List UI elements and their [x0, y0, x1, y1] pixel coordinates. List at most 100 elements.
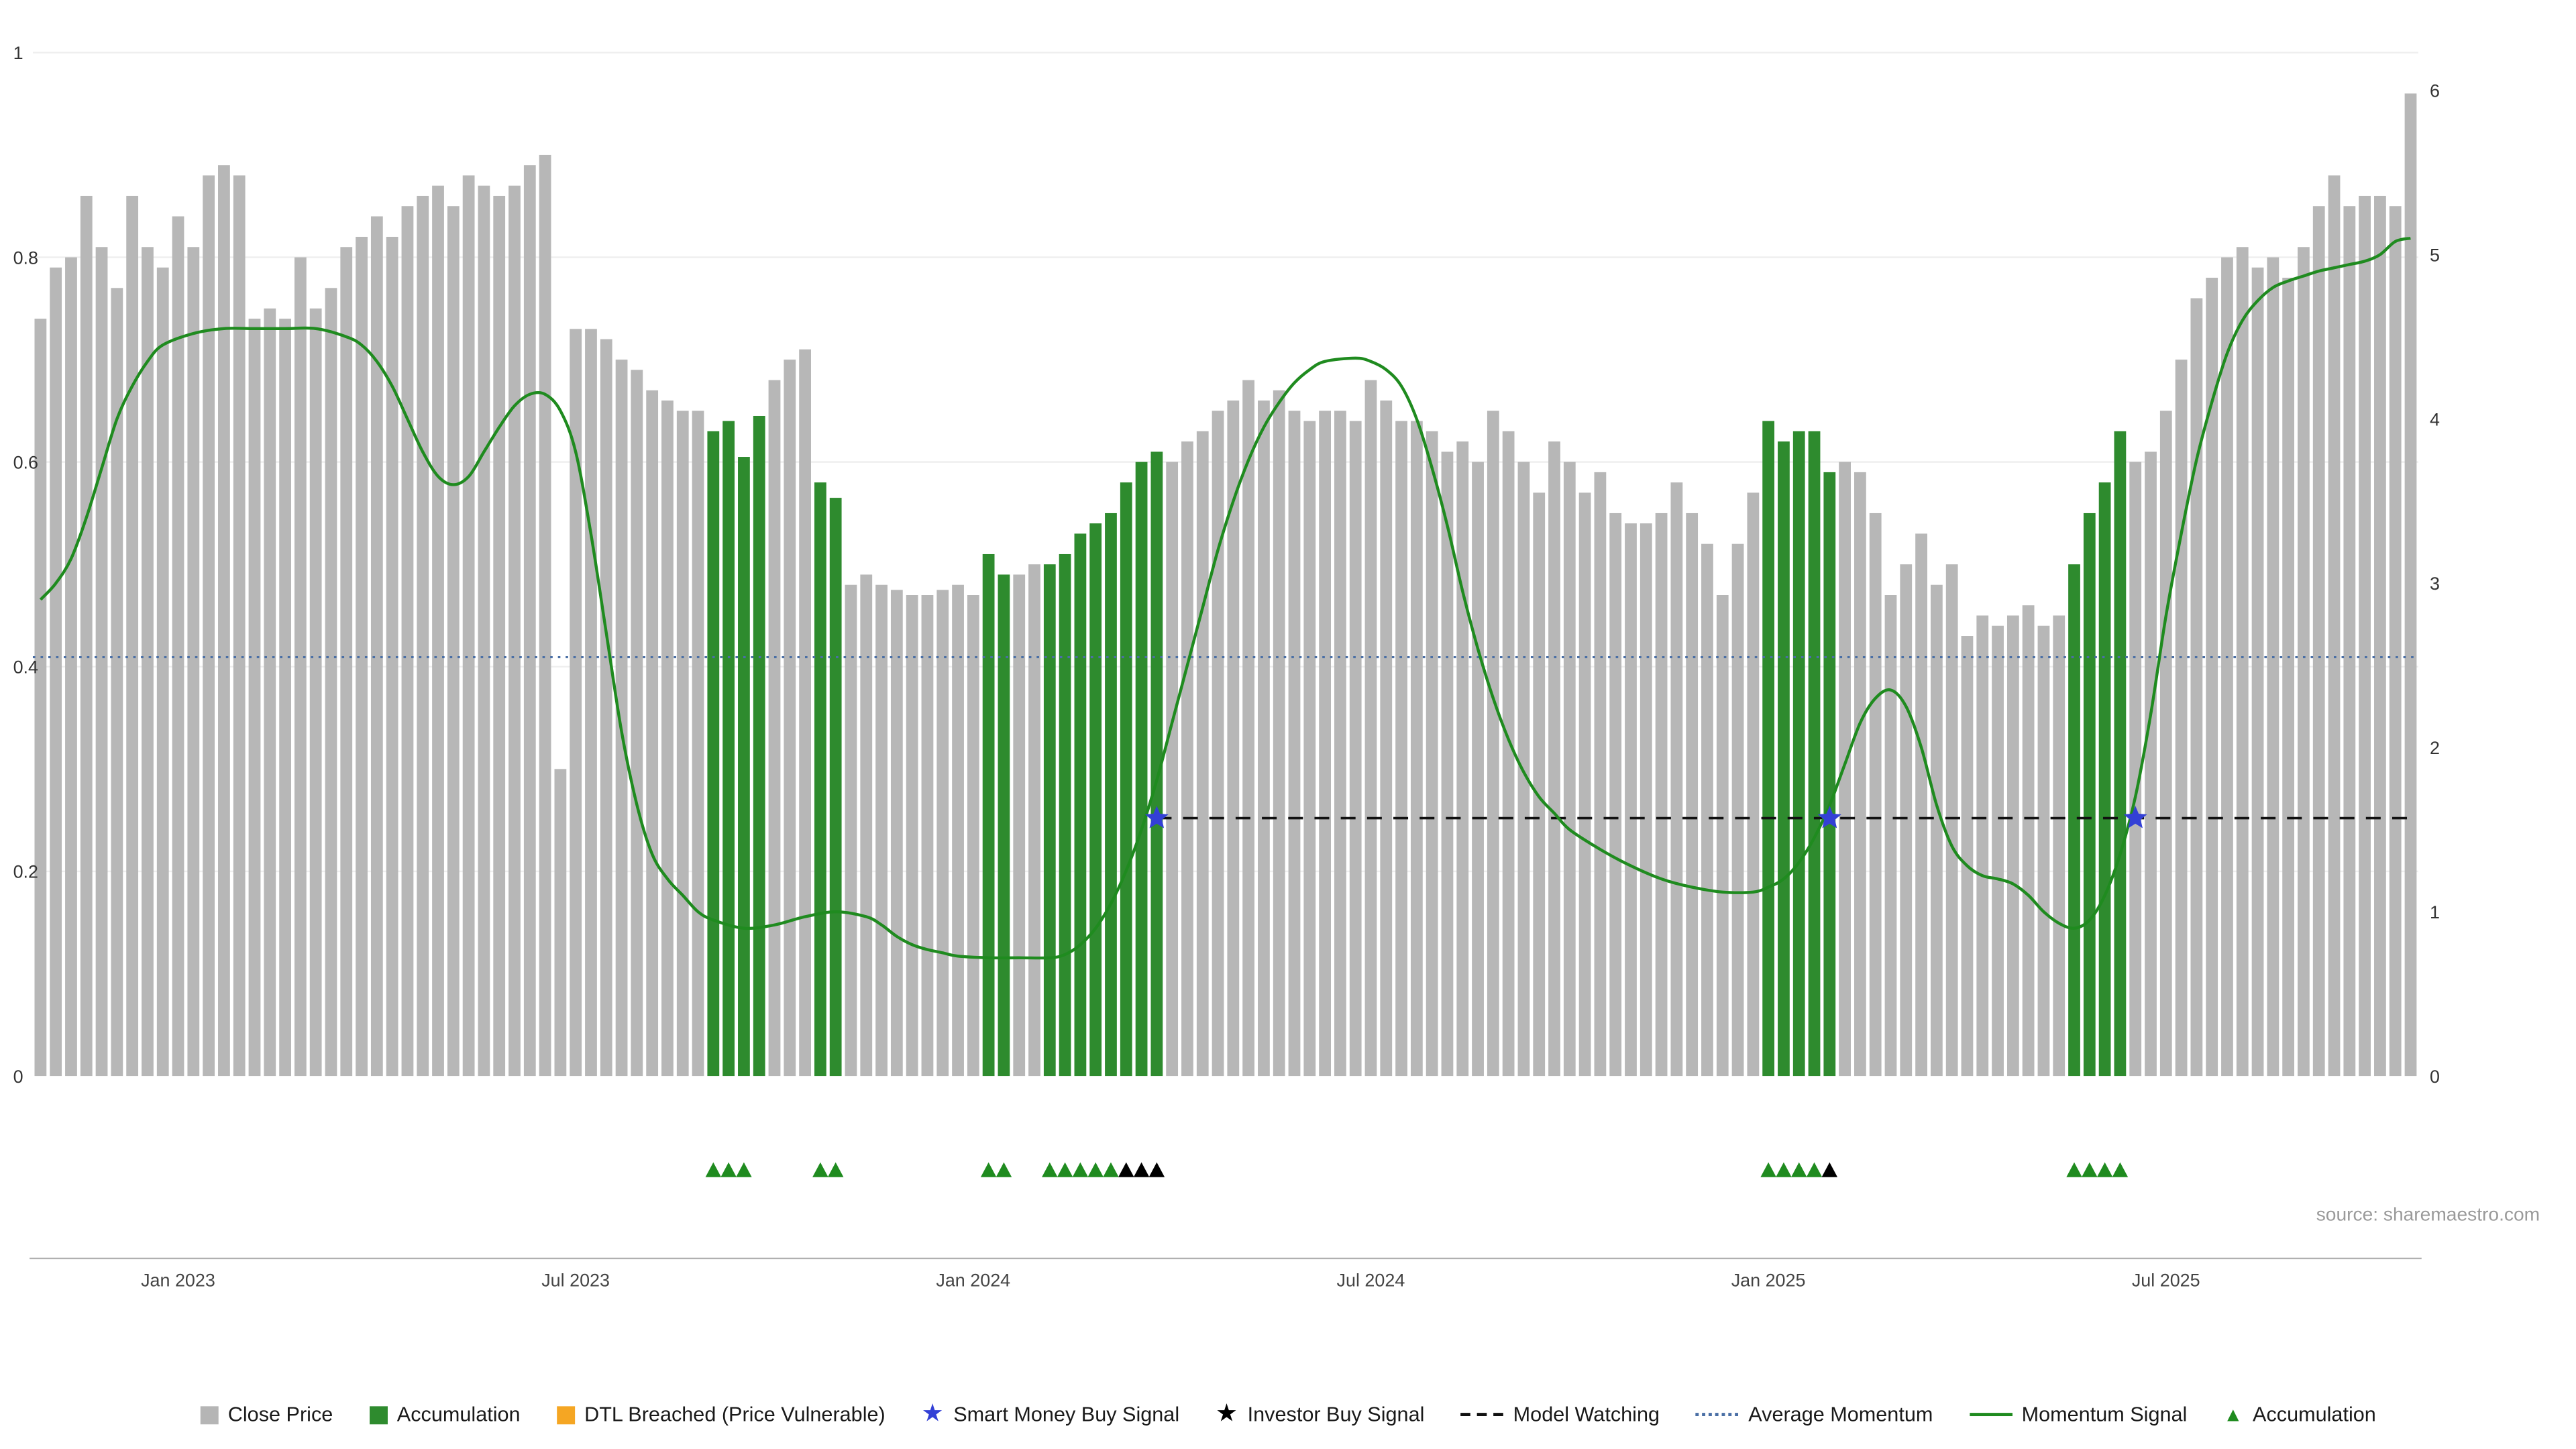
- close-price-bar: [401, 206, 414, 1077]
- accumulation-bar: [982, 553, 995, 1077]
- accumulation-bar: [1043, 564, 1056, 1077]
- close-price-bar: [1900, 564, 1913, 1077]
- close-price-bar: [309, 308, 322, 1077]
- close-price-bar: [539, 154, 551, 1077]
- close-price-bar: [1502, 431, 1515, 1077]
- close-price-bar: [1364, 380, 1377, 1077]
- right-axis-labels: 0 1 2 3 4 5 6: [2430, 80, 2440, 1086]
- accumulation-bar: [753, 415, 765, 1077]
- close-price-bar: [264, 308, 276, 1077]
- accumulation-triangle-marker: [1103, 1162, 1119, 1177]
- investor-buy-signal-marker: [1148, 1162, 1165, 1177]
- right-axis-tick-label: 5: [2430, 245, 2440, 265]
- accumulation-triangle-marker: [1072, 1162, 1089, 1177]
- close-price-bar: [2006, 615, 2019, 1077]
- x-axis-tick-label: Jul 2024: [1337, 1271, 1405, 1291]
- smart-money-buy-signal-star: [1817, 806, 1841, 828]
- close-price-bar: [1166, 462, 1179, 1077]
- close-price-bar: [1992, 625, 2004, 1077]
- close-price-bar: [2236, 247, 2249, 1077]
- close-price-bar: [1884, 594, 1897, 1077]
- legend-item-momentum-signal[interactable]: Momentum Signal: [1969, 1403, 2187, 1426]
- close-price-bar: [1426, 431, 1438, 1077]
- close-price-bar: [2267, 257, 2279, 1077]
- legend-label: Close Price: [227, 1403, 333, 1426]
- dash-swatch-icon: [1460, 1413, 1503, 1417]
- legend-item-accumulation[interactable]: Accumulation: [369, 1403, 521, 1426]
- close-price-bar: [906, 594, 918, 1077]
- close-price-bar: [845, 584, 857, 1077]
- accumulation-bar: [829, 498, 842, 1077]
- accumulation-bar: [1150, 451, 1163, 1077]
- close-price-bar: [661, 400, 674, 1077]
- close-price-bar: [2343, 206, 2356, 1077]
- chart-legend: Close Price Accumulation DTL Breached (Pri…: [0, 1401, 2576, 1426]
- close-price-bar: [936, 590, 949, 1077]
- close-price-bar: [890, 590, 903, 1077]
- close-price-bar: [523, 165, 536, 1077]
- close-price-bar: [554, 769, 567, 1077]
- close-price-bar: [1227, 400, 1240, 1077]
- close-price-bar: [2251, 267, 2264, 1077]
- close-price-bar: [2389, 206, 2402, 1077]
- legend-label: DTL Breached (Price Vulnerable): [584, 1403, 885, 1426]
- close-price-bar: [1548, 441, 1560, 1077]
- close-price-bar: [248, 319, 261, 1077]
- legend-item-close-price[interactable]: Close Price: [200, 1403, 333, 1426]
- close-price-bar: [1380, 400, 1393, 1077]
- legend-item-investor-buy-signal[interactable]: ★ Investor Buy Signal: [1216, 1401, 1424, 1426]
- legend-item-smart-money-buy-signal[interactable]: ★ Smart Money Buy Signal: [922, 1401, 1180, 1426]
- smart-money-buy-signal-star: [2123, 806, 2147, 828]
- close-price-bar: [676, 411, 689, 1077]
- accumulation-triangle-marker: [1790, 1162, 1807, 1177]
- close-price-bar: [1686, 513, 1699, 1077]
- close-price-bar: [1839, 462, 1851, 1077]
- right-axis-tick-label: 6: [2430, 80, 2440, 101]
- accumulation-triangle-marker: [812, 1162, 828, 1177]
- close-price-bar: [1181, 441, 1193, 1077]
- close-price-bar: [1334, 411, 1346, 1077]
- close-price-bar: [570, 329, 582, 1077]
- accumulation-triangle-marker: [2066, 1162, 2082, 1177]
- dots-swatch-icon: [1695, 1413, 1739, 1417]
- close-price-bar: [1410, 421, 1423, 1077]
- close-price-bar: [2022, 605, 2035, 1077]
- accumulation-bar: [738, 457, 750, 1077]
- close-price-bar: [1594, 472, 1607, 1077]
- close-price-bar: [2206, 278, 2218, 1077]
- close-price-bar: [478, 185, 490, 1077]
- close-price-bar: [1349, 421, 1362, 1077]
- triangle-swatch-icon: ▲: [2223, 1403, 2243, 1426]
- right-axis-tick-label: 1: [2430, 902, 2440, 922]
- legend-item-accumulation[interactable]: ▲ Accumulation: [2223, 1403, 2376, 1426]
- close-price-bar: [921, 594, 934, 1077]
- close-price-bar: [1273, 390, 1285, 1077]
- close-price-bar: [2145, 451, 2157, 1077]
- close-price-bar: [1731, 543, 1744, 1077]
- close-price-bar: [156, 267, 169, 1077]
- accumulation-triangle-marker: [2082, 1162, 2098, 1177]
- accumulation-bar: [998, 574, 1010, 1077]
- legend-item-dtl-breached-price-vulnerable[interactable]: DTL Breached (Price Vulnerable): [556, 1403, 885, 1426]
- accumulation-triangle-marker: [2112, 1162, 2129, 1177]
- close-price-bar: [2190, 298, 2203, 1077]
- legend-label: Average Momentum: [1748, 1403, 1933, 1426]
- left-axis-labels: 0 0.2 0.4 0.6 0.8 1: [13, 43, 38, 1087]
- close-price-bar: [1854, 472, 1866, 1077]
- close-price-bar: [1915, 533, 1927, 1077]
- close-price-bar: [1441, 451, 1454, 1077]
- close-price-bar: [1303, 421, 1316, 1077]
- accumulation-bar: [814, 482, 826, 1077]
- close-price-bar: [187, 247, 200, 1077]
- close-price-bar: [2053, 615, 2065, 1077]
- close-price-bar: [1319, 411, 1331, 1077]
- accumulation-bar: [1808, 431, 1821, 1077]
- close-price-bar: [279, 319, 291, 1077]
- legend-item-model-watching[interactable]: Model Watching: [1460, 1403, 1660, 1426]
- legend-item-average-momentum[interactable]: Average Momentum: [1695, 1403, 1933, 1426]
- right-axis-tick-label: 4: [2430, 409, 2440, 429]
- close-price-bar: [65, 257, 77, 1077]
- close-price-bar: [218, 165, 230, 1077]
- legend-label: Accumulation: [396, 1403, 521, 1426]
- close-price-bar: [1258, 400, 1270, 1077]
